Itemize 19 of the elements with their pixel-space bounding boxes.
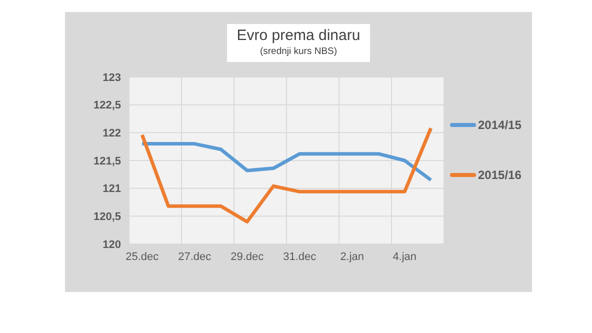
y-tick-label: 121,5 [93, 155, 121, 168]
y-tick-label: 123 [102, 72, 121, 84]
x-tick-label: 31.dec [283, 250, 317, 263]
x-tick-label: 29.dec [230, 250, 264, 263]
line-series [140, 126, 433, 224]
y-tick-label: 122,5 [93, 100, 121, 112]
x-tick-label: 4.jan [392, 250, 417, 263]
chart-subtitle: (srednji kurs NBS) [258, 45, 338, 58]
legend-label: 2015/16 [478, 168, 522, 182]
y-tick-label: 122 [102, 128, 121, 140]
x-tick-label: 25.dec [126, 250, 160, 263]
line-series [140, 142, 433, 182]
legend-label: 2014/15 [478, 118, 522, 132]
y-tick-label: 120,5 [93, 211, 121, 224]
x-tick-label: 27.dec [178, 250, 212, 263]
y-tick-label: 120 [102, 238, 121, 251]
y-tick-label: 121 [102, 183, 121, 196]
chart-title: Evro prema dinaru [236, 27, 362, 45]
x-tick-label: 2.jan [340, 250, 364, 263]
